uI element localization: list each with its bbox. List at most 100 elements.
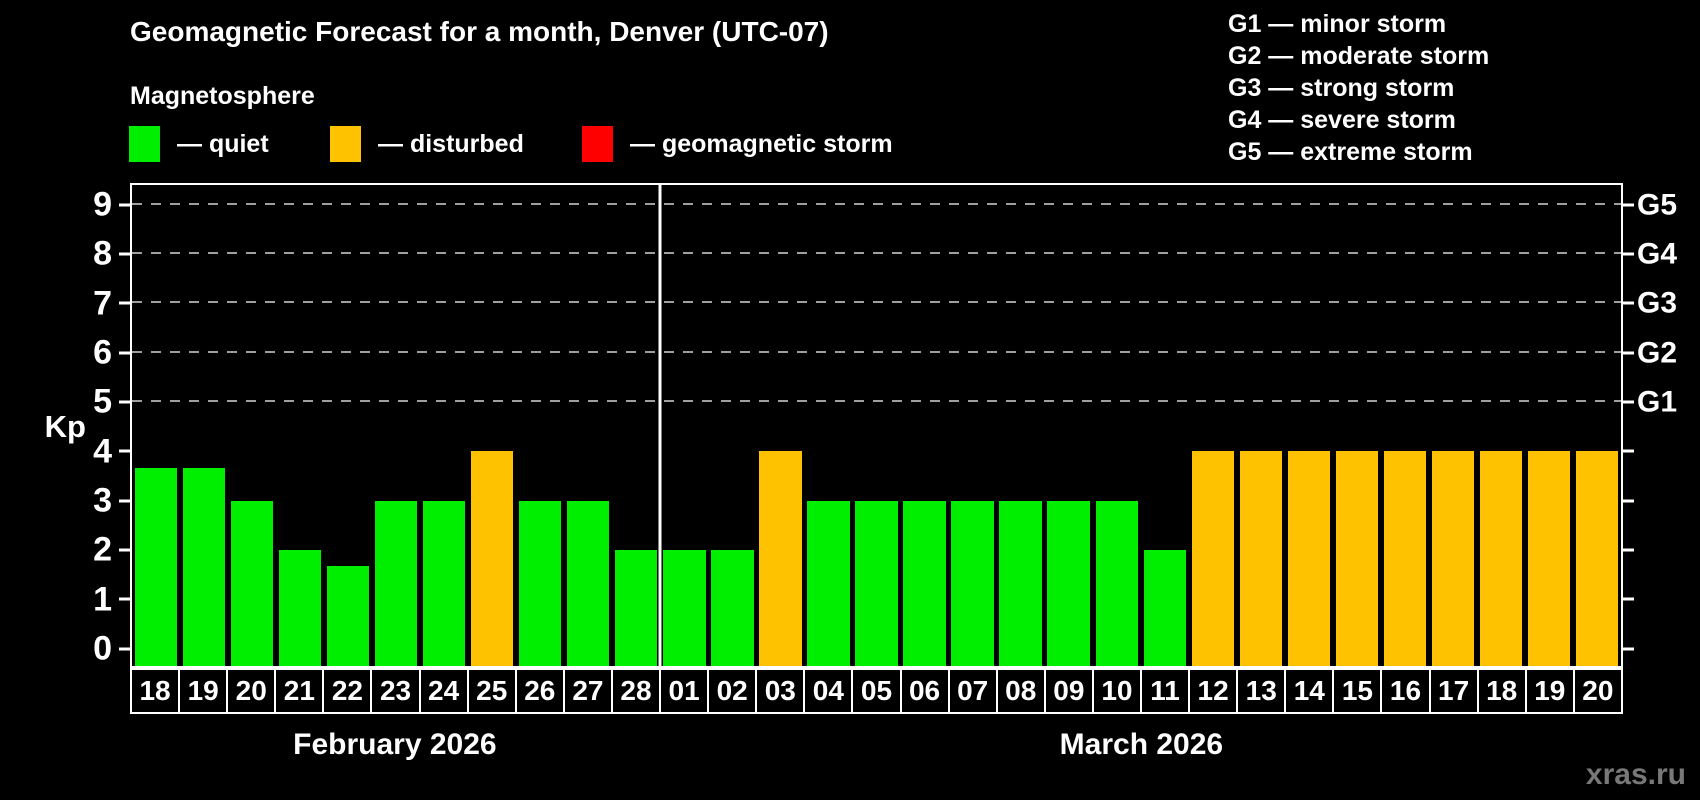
gridline-kp-5 xyxy=(132,400,1621,403)
bar-day-12 xyxy=(1191,451,1234,666)
g-legend-item-3: G3 — strong storm xyxy=(1228,74,1455,102)
y-tick-label-2: 2 xyxy=(93,530,112,569)
day-cell-13: 13 xyxy=(1236,668,1287,714)
page-title: Geomagnetic Forecast for a month, Denver… xyxy=(130,16,829,47)
y-tick-left-2 xyxy=(119,548,130,552)
y-tick-left-3 xyxy=(119,499,130,503)
y-tick-right-0 xyxy=(1623,647,1634,651)
day-cell-10: 10 xyxy=(1091,668,1142,714)
day-cell-26: 26 xyxy=(514,668,565,714)
bar-day-02 xyxy=(711,550,754,666)
quiet-swatch xyxy=(129,126,160,162)
day-cell-08: 08 xyxy=(995,668,1046,714)
bar-day-13 xyxy=(1239,451,1282,666)
y-tick-right-8 xyxy=(1623,252,1634,256)
y-tick-label-7: 7 xyxy=(93,284,112,323)
day-cell-12: 12 xyxy=(1188,668,1239,714)
day-cell-20: 20 xyxy=(226,668,277,714)
gridline-kp-7 xyxy=(132,301,1621,304)
day-cell-14: 14 xyxy=(1284,668,1335,714)
y-tick-left-7 xyxy=(119,301,130,305)
g-legend-item-2: G2 — moderate storm xyxy=(1228,42,1490,70)
g-legend-item-4: G4 — severe storm xyxy=(1228,106,1456,134)
bar-day-06 xyxy=(903,500,946,666)
g-axis-label-G3: G3 xyxy=(1637,286,1678,320)
y-tick-label-4: 4 xyxy=(93,432,112,471)
disturbed-swatch xyxy=(330,126,361,162)
g-axis-label-G5: G5 xyxy=(1637,188,1678,222)
legend-label-geomagnetic-storm: — geomagnetic storm xyxy=(630,129,893,158)
day-axis-row: 18 19 20 21 22 23 24 25 26 27 28 01 02 03 04 05 06 07 08 09… xyxy=(130,668,1623,714)
y-tick-label-9: 9 xyxy=(93,185,112,224)
bar-day-23 xyxy=(375,500,418,666)
y-tick-left-9 xyxy=(119,203,130,207)
g-legend-item-1: G1 — minor storm xyxy=(1228,10,1447,38)
gridline-kp-9 xyxy=(132,202,1621,205)
bar-day-01 xyxy=(663,550,706,666)
day-cell-21: 21 xyxy=(274,668,325,714)
bar-day-03 xyxy=(759,451,802,666)
g-axis-label-G2: G2 xyxy=(1637,336,1678,370)
day-cell-22: 22 xyxy=(322,668,373,714)
gridline-kp-6 xyxy=(132,350,1621,353)
legend-label-disturbed: — disturbed xyxy=(378,129,524,158)
month-label: March 2026 xyxy=(1059,728,1224,761)
legend-item-quiet: — quiet xyxy=(129,126,269,162)
bar-day-26 xyxy=(519,500,562,666)
bar-day-20 xyxy=(1575,451,1619,666)
legend-item-geomagnetic-storm: — geomagnetic storm xyxy=(582,126,893,162)
day-cell-17: 17 xyxy=(1428,668,1479,714)
bar-day-27 xyxy=(567,500,610,666)
day-cell-25: 25 xyxy=(466,668,517,714)
day-cell-11: 11 xyxy=(1139,668,1191,714)
legend-label-quiet: — quiet xyxy=(177,129,269,158)
y-tick-label-5: 5 xyxy=(93,382,112,421)
day-cell-19: 19 xyxy=(178,668,229,714)
geomagnetic-storm-swatch xyxy=(582,126,613,162)
y-tick-right-4 xyxy=(1623,449,1634,453)
y-tick-label-6: 6 xyxy=(93,333,112,372)
y-axis-title: Kp xyxy=(44,408,86,444)
bar-day-04 xyxy=(807,500,850,666)
day-cell-05: 05 xyxy=(851,668,902,714)
plot-area: 0 1 2 3 4 5 6 7 8 9 G1 G2 G3 G4 G5 xyxy=(93,183,1677,668)
day-cell-07: 07 xyxy=(947,668,998,714)
day-cell-06: 06 xyxy=(899,668,950,714)
bar-day-14 xyxy=(1287,451,1330,666)
bar-day-28 xyxy=(615,550,658,666)
day-cell-24: 24 xyxy=(418,668,469,714)
day-cell-16: 16 xyxy=(1380,668,1431,714)
y-tick-left-4 xyxy=(119,449,130,453)
bar-day-16 xyxy=(1383,451,1426,666)
month-divider xyxy=(658,185,662,666)
y-tick-right-1 xyxy=(1623,597,1634,601)
magnetosphere-legend: — quiet — disturbed — geomagnetic storm xyxy=(0,126,1200,170)
legend-item-disturbed: — disturbed xyxy=(330,126,524,162)
y-tick-right-9 xyxy=(1623,203,1634,207)
kp-bar-chart: Kp 0 1 2 3 4 5 6 7 8 9 G1 G2 G3 G4 G5 18 19 20 21 22 23 24 25… xyxy=(45,183,1677,761)
y-tick-right-5 xyxy=(1623,400,1634,404)
y-tick-left-8 xyxy=(119,252,130,256)
day-cell-19: 19 xyxy=(1524,668,1575,714)
y-tick-label-0: 0 xyxy=(93,629,112,668)
bar-day-20 xyxy=(230,500,274,666)
day-cell-15: 15 xyxy=(1332,668,1383,714)
bar-day-09 xyxy=(1047,500,1090,666)
y-tick-left-0 xyxy=(119,647,130,651)
bar-day-08 xyxy=(999,500,1042,666)
day-cell-18: 18 xyxy=(1476,668,1527,714)
day-cell-20: 20 xyxy=(1572,668,1623,714)
bar-day-19 xyxy=(1527,451,1571,666)
watermark: xras.ru xyxy=(1585,758,1686,791)
g-legend-item-5: G5 — extreme storm xyxy=(1228,138,1473,166)
bar-day-10 xyxy=(1095,500,1138,666)
y-tick-label-1: 1 xyxy=(93,580,112,619)
g-scale-legend: G1 — minor storm G2 — moderate storm G3 — … xyxy=(1228,8,1489,168)
bar-day-22 xyxy=(327,566,370,666)
bar-day-21 xyxy=(278,550,322,666)
y-tick-left-6 xyxy=(119,351,130,355)
bar-day-05 xyxy=(855,500,898,666)
day-cell-18: 18 xyxy=(130,668,181,714)
bar-day-15 xyxy=(1335,451,1378,666)
bar-day-25 xyxy=(471,451,514,666)
